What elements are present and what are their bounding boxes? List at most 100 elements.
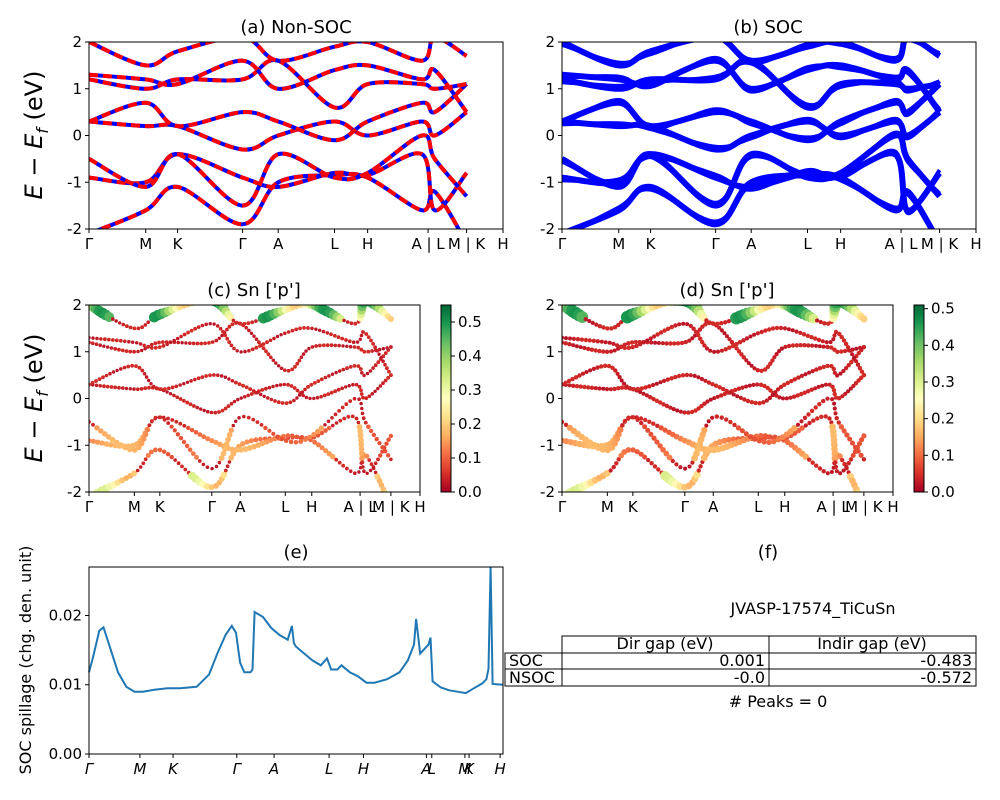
projection-point	[762, 433, 768, 439]
projection-point	[321, 343, 326, 348]
projection-point	[658, 380, 663, 385]
y-tick-label: 1	[545, 343, 555, 361]
projection-point	[183, 467, 188, 472]
projection-point	[318, 425, 325, 432]
projection-point	[699, 403, 704, 409]
projection-point	[635, 386, 641, 392]
projection-point	[359, 333, 364, 338]
projection-point	[319, 430, 324, 436]
projection-point	[586, 346, 591, 352]
projection-point	[859, 437, 865, 443]
projection-point	[184, 443, 190, 449]
projection-point	[325, 331, 330, 335]
projection-point	[269, 397, 274, 402]
projection-point	[597, 348, 602, 354]
projection-point	[631, 387, 637, 392]
projection-point	[146, 320, 150, 325]
projection-point	[196, 325, 201, 329]
projection-point	[645, 338, 650, 343]
y-tick-label: 2	[545, 33, 555, 51]
projection-point	[304, 349, 308, 353]
projection-point	[790, 343, 796, 348]
projection-point	[221, 329, 225, 334]
projection-point	[575, 337, 581, 342]
projection-point	[342, 318, 346, 323]
projection-point	[563, 380, 568, 385]
projection-point	[330, 372, 335, 376]
projection-point	[142, 343, 146, 348]
projection-point	[125, 324, 129, 329]
projection-point	[326, 419, 331, 424]
projection-point	[816, 384, 821, 389]
projection-point	[234, 380, 238, 385]
plot-area-d	[562, 305, 868, 492]
projection-point	[120, 348, 125, 353]
projection-point	[616, 322, 621, 328]
projection-point	[846, 461, 851, 466]
projection-point	[105, 434, 112, 440]
projection-point	[752, 366, 757, 371]
projection-point	[132, 326, 137, 331]
projection-point	[661, 402, 666, 407]
projection-point	[567, 336, 573, 341]
projection-point	[715, 349, 721, 354]
projection-point	[109, 385, 114, 389]
projection-point	[737, 340, 743, 345]
projection-point	[687, 338, 692, 343]
projection-point	[165, 452, 171, 457]
y-axis-label-a-sub: f	[33, 126, 52, 134]
projection-point	[307, 434, 313, 440]
projection-point	[299, 355, 304, 360]
projection-point	[710, 415, 715, 420]
projection-point	[363, 420, 368, 425]
projection-point	[162, 417, 167, 422]
projection-point	[786, 327, 791, 332]
projection-point	[182, 423, 187, 428]
projection-point	[652, 334, 657, 339]
x-tick-label: H	[887, 498, 898, 516]
projection-point	[741, 355, 746, 360]
projection-point	[571, 383, 576, 388]
table-cell-nsoc-indir: -0.572	[920, 668, 972, 687]
projection-point	[567, 383, 572, 388]
projection-point	[373, 363, 378, 368]
projection-point	[234, 320, 239, 325]
projection-point	[758, 382, 764, 387]
x-tick-label: A | L	[816, 498, 850, 516]
projection-point	[619, 320, 624, 325]
projection-point	[634, 343, 639, 349]
projection-point	[371, 366, 375, 370]
projection-point	[138, 465, 143, 469]
projection-point	[732, 422, 737, 428]
projection-point	[669, 324, 674, 330]
projection-point	[381, 381, 385, 386]
band-soc-split-6	[562, 55, 942, 111]
projection-point	[196, 376, 201, 381]
projection-point	[764, 398, 770, 403]
projection-point	[855, 448, 861, 454]
projection-point	[97, 377, 102, 381]
projection-point	[191, 341, 196, 346]
projection-point	[807, 457, 812, 462]
projection-point	[695, 333, 701, 338]
projection-point	[827, 416, 832, 421]
projection-point	[383, 378, 388, 383]
projection-point	[807, 370, 812, 375]
projection-point	[166, 386, 171, 391]
projection-point	[831, 454, 839, 462]
y-tick-label: 0	[545, 390, 555, 408]
projection-point	[626, 341, 631, 346]
projection-point	[726, 319, 732, 324]
y-axis-label-a-main: E − E	[20, 133, 48, 200]
projection-point	[295, 361, 300, 366]
projection-point	[703, 322, 708, 327]
cell-nsoc-indir	[768, 668, 977, 687]
projection-point	[814, 463, 819, 468]
projection-point	[168, 392, 173, 396]
projection-point	[314, 344, 318, 348]
projection-point	[279, 436, 284, 442]
table-cell-soc-dir: 0.001	[719, 651, 765, 670]
projection-point	[352, 396, 357, 401]
projection-point	[229, 446, 236, 453]
